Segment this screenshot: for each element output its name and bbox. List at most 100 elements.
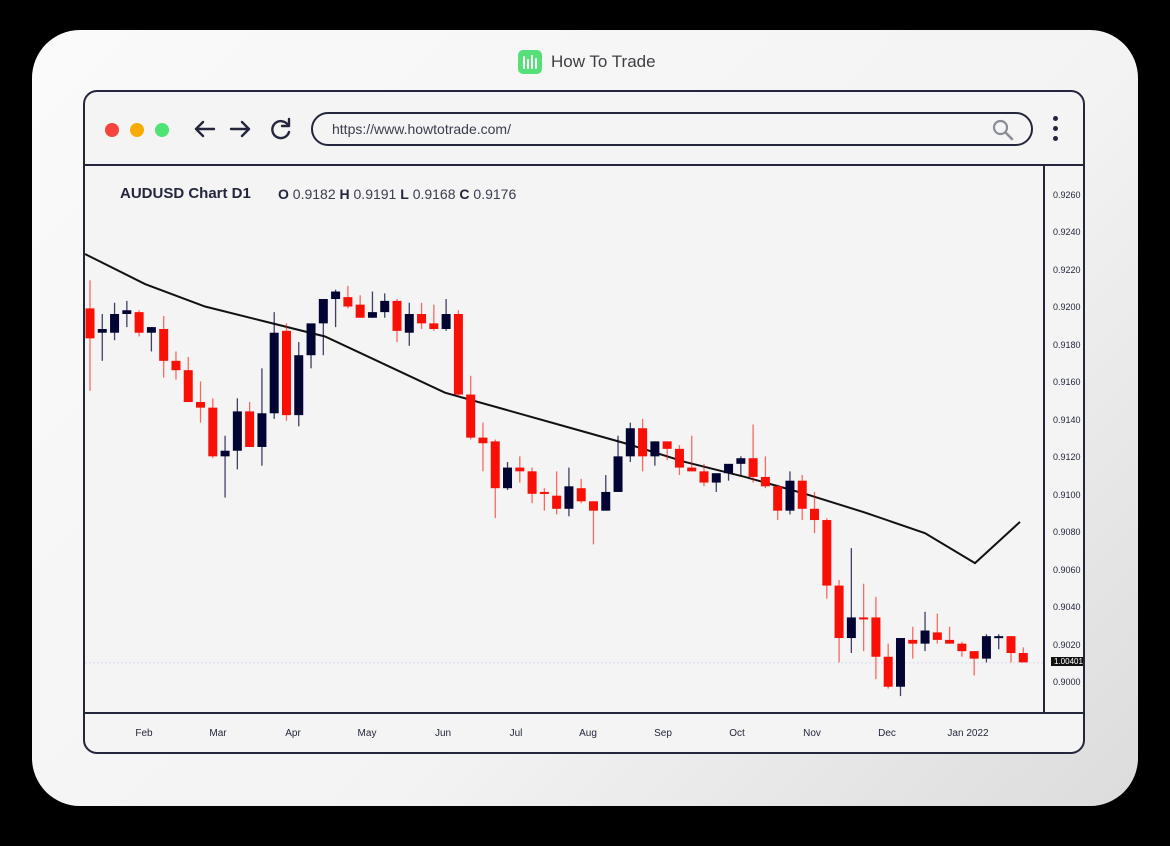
candle[interactable] — [417, 302, 427, 329]
time-axis[interactable]: Feb Mar Apr May Jun Jul Aug Sep Oct Nov Dec Jan 202… — [85, 712, 1083, 752]
candle[interactable] — [748, 424, 758, 483]
candle[interactable] — [183, 357, 193, 403]
candle[interactable] — [588, 501, 598, 545]
candle[interactable] — [281, 323, 291, 421]
candle[interactable] — [478, 422, 488, 472]
candle[interactable] — [724, 463, 734, 481]
candle[interactable] — [453, 310, 463, 397]
candle[interactable] — [736, 456, 746, 476]
candle[interactable] — [503, 461, 513, 491]
candle[interactable] — [392, 299, 402, 343]
candle[interactable] — [687, 435, 697, 472]
price-tick-label: 0.9040 — [1053, 602, 1081, 613]
search-icon[interactable] — [991, 118, 1015, 142]
candle[interactable] — [380, 293, 390, 318]
candle[interactable] — [699, 463, 709, 487]
chart-area[interactable]: AUDUSD Chart D1 O 0.9182 H 0.9191 L 0.91… — [85, 164, 1083, 752]
candle[interactable] — [269, 312, 279, 419]
candle[interactable] — [331, 289, 341, 328]
candle[interactable] — [527, 467, 537, 504]
candle[interactable] — [245, 402, 255, 447]
candle[interactable] — [785, 471, 795, 515]
candle[interactable] — [834, 579, 844, 663]
candle[interactable] — [810, 491, 820, 534]
candle[interactable] — [871, 596, 881, 680]
maximize-window-button[interactable] — [155, 123, 169, 137]
candle[interactable] — [650, 441, 660, 466]
close-value: 0.9176 — [473, 186, 517, 202]
candle[interactable] — [490, 439, 500, 519]
candle[interactable] — [920, 611, 930, 652]
candle[interactable] — [367, 291, 377, 318]
candle[interactable] — [343, 285, 353, 309]
candle[interactable] — [981, 634, 991, 663]
candle[interactable] — [969, 651, 979, 676]
candle[interactable] — [122, 300, 132, 328]
candle[interactable] — [208, 398, 218, 459]
candle[interactable] — [159, 315, 169, 378]
candle[interactable] — [638, 418, 648, 472]
candle[interactable] — [576, 478, 586, 504]
candle[interactable] — [515, 456, 525, 483]
price-tick-label: 0.9260 — [1053, 190, 1081, 200]
candle[interactable] — [294, 342, 304, 427]
address-bar[interactable]: https://www.howtotrade.com/ — [311, 112, 1033, 146]
browser-window: https://www.howtotrade.com/ AUDUSD Chart… — [83, 90, 1085, 754]
candle[interactable] — [539, 488, 549, 511]
candle[interactable] — [306, 323, 316, 369]
price-axis[interactable]: 0.9260 0.9240 0.9220 0.9200 0.9180 0.9160 0.91… — [1043, 164, 1083, 712]
close-window-button[interactable] — [105, 123, 119, 137]
candlestick-chart[interactable] — [85, 164, 1043, 712]
low-label: L — [400, 186, 409, 202]
candle[interactable] — [822, 518, 832, 599]
price-tick-label: 0.9080 — [1053, 527, 1081, 538]
candle[interactable] — [441, 299, 451, 331]
reload-icon[interactable] — [268, 116, 294, 142]
candle[interactable] — [146, 327, 156, 352]
candle[interactable] — [134, 310, 144, 337]
more-options-icon[interactable] — [1051, 116, 1059, 144]
candle[interactable] — [466, 375, 476, 440]
candle[interactable] — [945, 626, 955, 644]
price-tick-label: 0.9180 — [1053, 339, 1081, 350]
candle[interactable] — [711, 473, 721, 492]
candle[interactable] — [601, 475, 611, 511]
candle[interactable] — [662, 441, 672, 461]
candle[interactable] — [232, 398, 242, 470]
candle[interactable] — [908, 626, 918, 659]
candle[interactable] — [1006, 636, 1016, 663]
candle[interactable] — [760, 456, 770, 489]
candle[interactable] — [171, 351, 181, 380]
candle[interactable] — [957, 641, 967, 657]
candle[interactable] — [564, 467, 574, 517]
candle[interactable] — [859, 583, 869, 652]
candle[interactable] — [110, 302, 120, 341]
candle[interactable] — [355, 295, 365, 318]
candle[interactable] — [883, 643, 893, 689]
candle[interactable] — [846, 548, 856, 654]
candle[interactable] — [552, 471, 562, 515]
time-tick-label: Jul — [509, 728, 523, 739]
back-arrow-icon[interactable] — [192, 116, 218, 142]
candle[interactable] — [613, 435, 623, 492]
candle[interactable] — [797, 475, 807, 521]
candle[interactable] — [773, 484, 783, 521]
candle[interactable] — [895, 638, 905, 697]
candle[interactable] — [97, 313, 107, 361]
url-text[interactable]: https://www.howtotrade.com/ — [332, 121, 511, 137]
candle[interactable] — [318, 299, 328, 356]
candle[interactable] — [1018, 647, 1028, 663]
candle[interactable] — [429, 304, 439, 331]
candle[interactable] — [85, 280, 95, 391]
candle[interactable] — [257, 368, 267, 466]
candle[interactable] — [196, 381, 206, 423]
candle[interactable] — [674, 445, 684, 476]
candle[interactable] — [404, 302, 414, 346]
minimize-window-button[interactable] — [130, 123, 144, 137]
candle[interactable] — [932, 613, 942, 644]
forward-arrow-icon[interactable] — [227, 116, 253, 142]
candle[interactable] — [994, 634, 1004, 650]
candle[interactable] — [625, 422, 635, 462]
price-tick-label: 0.9240 — [1053, 227, 1081, 238]
candle[interactable] — [220, 435, 230, 498]
